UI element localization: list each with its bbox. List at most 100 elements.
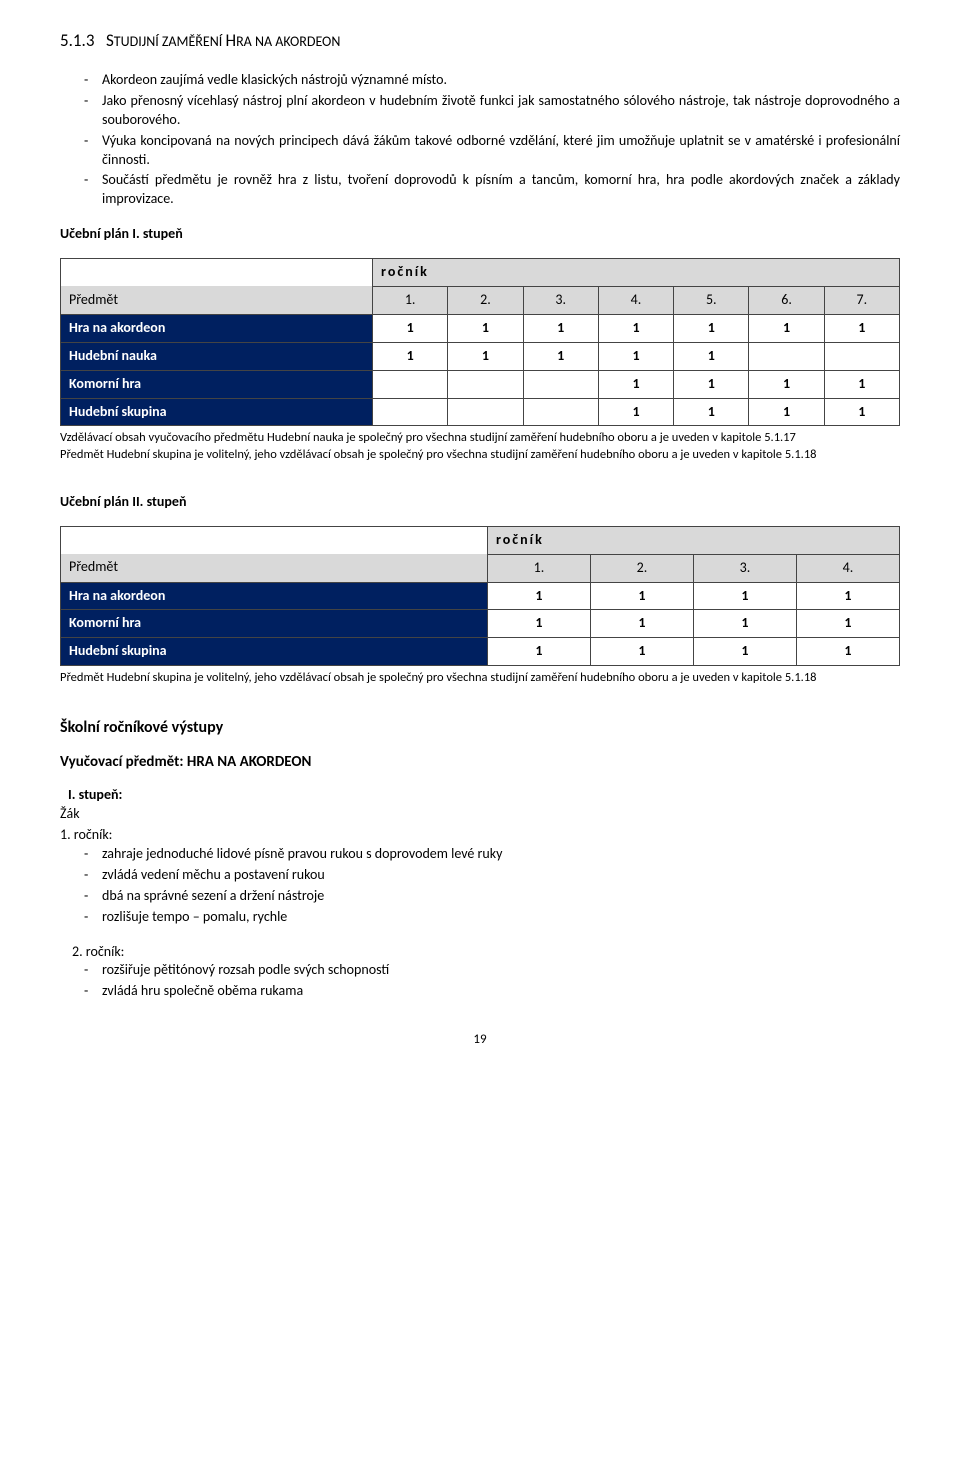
col-header: 3. xyxy=(693,554,796,582)
table-cell: 1 xyxy=(523,314,598,342)
outputs-subject: Vyučovací předmět: HRA NA AKORDEON xyxy=(60,752,900,772)
table-cell: 1 xyxy=(674,398,749,426)
table-row: Hudební skupina1111 xyxy=(61,638,900,666)
outputs-heading: Školní ročníkové výstupy xyxy=(60,717,900,739)
table-cell xyxy=(523,398,598,426)
list-item: Výuka koncipovaná na nových principech d… xyxy=(84,132,900,170)
table-cell: 1 xyxy=(487,638,590,666)
plan2-rocnik-row: ročník xyxy=(61,526,900,554)
list-item: zvládá vedení měchu a postavení rukou xyxy=(84,866,900,885)
r1-bullets: zahraje jednoduché lidové písně pravou r… xyxy=(60,845,900,927)
section-number: 5.1.3 xyxy=(60,30,94,51)
row-label: Hudební skupina xyxy=(61,638,488,666)
list-item: zvládá hru společně oběma rukama xyxy=(84,982,900,1001)
col-header: 4. xyxy=(598,286,673,314)
table-cell: 1 xyxy=(796,582,899,610)
section-heading: 5.1.3 STUDIJNÍ ZAMĚŘENÍ HRA NA AKORDEON xyxy=(60,30,900,53)
col-header: 2. xyxy=(590,554,693,582)
table-cell: 1 xyxy=(590,638,693,666)
table-cell: 1 xyxy=(749,370,824,398)
table-cell: 1 xyxy=(598,398,673,426)
r1-label: 1. ročník: xyxy=(60,826,900,845)
col-header: 5. xyxy=(674,286,749,314)
plan1-rocnik-row: ročník xyxy=(61,259,900,287)
table-cell xyxy=(749,342,824,370)
table-cell xyxy=(448,370,523,398)
table-cell: 1 xyxy=(598,314,673,342)
predmet-header: Předmět xyxy=(61,286,373,314)
plan1-table: ročník Předmět1.2.3.4.5.6.7. Hra na akor… xyxy=(60,258,900,426)
plan2-rocnik-label: ročník xyxy=(487,526,899,554)
col-header: 1. xyxy=(373,286,448,314)
col-header: 2. xyxy=(448,286,523,314)
table-cell: 1 xyxy=(590,610,693,638)
table-cell: 1 xyxy=(598,370,673,398)
r2-label: 2. ročník: xyxy=(72,943,900,962)
plan2-header-row: Předmět1.2.3.4. xyxy=(61,554,900,582)
table-cell: 1 xyxy=(674,370,749,398)
table-row: Hra na akordeon1111111 xyxy=(61,314,900,342)
r2-bullets: rozšiřuje pětitónový rozsah podle svých … xyxy=(60,961,900,1001)
table-cell: 1 xyxy=(824,370,899,398)
table-cell: 1 xyxy=(590,582,693,610)
predmet-header: Předmět xyxy=(61,554,488,582)
table-row: Hudební nauka11111 xyxy=(61,342,900,370)
table-cell xyxy=(824,342,899,370)
row-label: Komorní hra xyxy=(61,370,373,398)
col-header: 1. xyxy=(487,554,590,582)
plan2-note: Předmět Hudební skupina je volitelný, je… xyxy=(60,670,900,686)
table-row: Hudební skupina1111 xyxy=(61,398,900,426)
list-item: dbá na správné sezení a držení nástroje xyxy=(84,887,900,906)
list-item: rozlišuje tempo – pomalu, rychle xyxy=(84,908,900,927)
page-number: 19 xyxy=(60,1031,900,1049)
section-title: STUDIJNÍ ZAMĚŘENÍ HRA NA AKORDEON xyxy=(106,30,340,51)
list-item: Součástí předmětu je rovněž hra z listu,… xyxy=(84,171,900,209)
table-cell xyxy=(523,370,598,398)
col-header: 3. xyxy=(523,286,598,314)
table-cell: 1 xyxy=(598,342,673,370)
plan1-body: Hra na akordeon1111111Hudební nauka11111… xyxy=(61,314,900,426)
table-cell: 1 xyxy=(448,342,523,370)
table-cell: 1 xyxy=(487,610,590,638)
plan2-title: Učební plán II. stupeň xyxy=(60,493,900,512)
table-cell: 1 xyxy=(373,314,448,342)
table-cell: 1 xyxy=(796,638,899,666)
table-cell: 1 xyxy=(373,342,448,370)
list-item: Akordeon zaujímá vedle klasických nástro… xyxy=(84,71,900,90)
col-header: 7. xyxy=(824,286,899,314)
table-cell: 1 xyxy=(824,398,899,426)
table-cell: 1 xyxy=(796,610,899,638)
table-cell: 1 xyxy=(674,342,749,370)
table-cell: 1 xyxy=(523,342,598,370)
row-label: Hra na akordeon xyxy=(61,314,373,342)
table-cell: 1 xyxy=(693,610,796,638)
row-label: Komorní hra xyxy=(61,610,488,638)
stage-label: I. stupeň: xyxy=(68,786,900,805)
table-row: Komorní hra1111 xyxy=(61,610,900,638)
table-cell xyxy=(373,370,448,398)
row-label: Hudební skupina xyxy=(61,398,373,426)
table-cell: 1 xyxy=(824,314,899,342)
plan1-header-row: Předmět1.2.3.4.5.6.7. xyxy=(61,286,900,314)
list-item: zahraje jednoduché lidové písně pravou r… xyxy=(84,845,900,864)
zak-label: Žák xyxy=(60,805,900,824)
plan1-title: Učební plán I. stupeň xyxy=(60,225,900,244)
plan2-body: Hra na akordeon1111Komorní hra1111Hudebn… xyxy=(61,582,900,666)
table-cell: 1 xyxy=(693,582,796,610)
row-label: Hudební nauka xyxy=(61,342,373,370)
table-cell: 1 xyxy=(487,582,590,610)
table-cell xyxy=(448,398,523,426)
plan2-table: ročník Předmět1.2.3.4. Hra na akordeon11… xyxy=(60,526,900,666)
intro-bullets: Akordeon zaujímá vedle klasických nástro… xyxy=(60,71,900,209)
col-header: 4. xyxy=(796,554,899,582)
col-header: 6. xyxy=(749,286,824,314)
plan1-note: Vzdělávací obsah vyučovacího předmětu Hu… xyxy=(60,430,900,463)
table-cell: 1 xyxy=(674,314,749,342)
table-cell: 1 xyxy=(448,314,523,342)
list-item: Jako přenosný vícehlasý nástroj plní ako… xyxy=(84,92,900,130)
list-item: rozšiřuje pětitónový rozsah podle svých … xyxy=(84,961,900,980)
plan1-rocnik-label: ročník xyxy=(373,259,900,287)
table-cell xyxy=(373,398,448,426)
table-row: Komorní hra1111 xyxy=(61,370,900,398)
row-label: Hra na akordeon xyxy=(61,582,488,610)
